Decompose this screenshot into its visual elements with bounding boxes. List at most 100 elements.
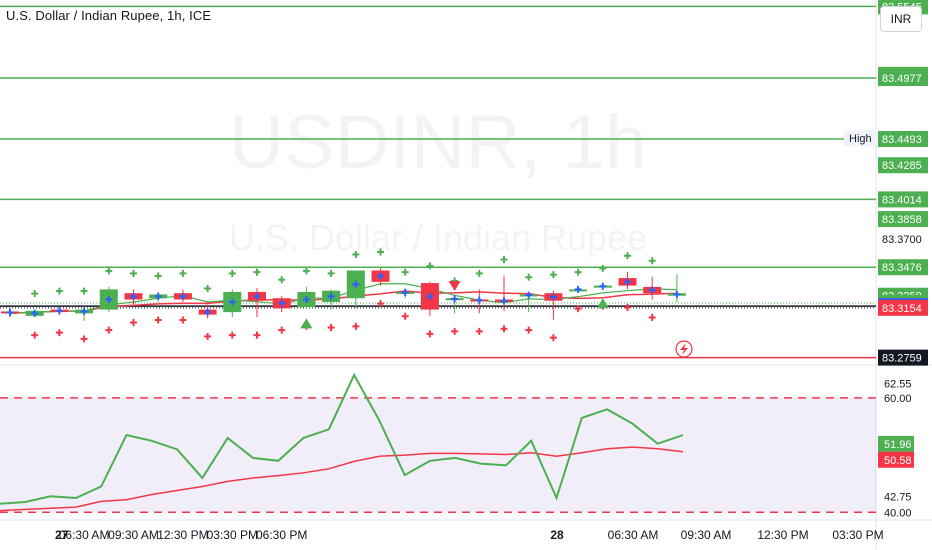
price-axis-label: 83.3154	[878, 299, 928, 316]
time-axis-label: 09:30 AM	[108, 528, 159, 542]
marker-up	[55, 287, 63, 295]
price-axis-label-text: 83.2759	[882, 353, 922, 365]
buy-signal-triangle	[300, 318, 313, 329]
marker-down	[228, 331, 236, 339]
marker-down	[80, 335, 88, 343]
marker-up	[80, 287, 88, 295]
rsi-axis-label-bg	[878, 451, 914, 468]
marker-down	[525, 326, 533, 334]
marker-up	[278, 276, 286, 284]
marker-up	[648, 257, 656, 265]
time-axis-label: 06:30 AM	[59, 528, 110, 542]
marker-up	[549, 271, 557, 279]
marker-mid	[451, 295, 459, 303]
price-axis-label: 83.4493	[878, 131, 928, 148]
price-axis-label: 83.3476	[878, 259, 928, 276]
time-axis-label: 12:30 PM	[157, 528, 208, 542]
price-ma2-line	[9, 283, 677, 314]
marker-down	[451, 327, 459, 335]
marker-up	[525, 273, 533, 281]
marker-mid	[549, 293, 557, 301]
marker-mid	[302, 295, 310, 303]
watermark-name: U.S. Dollar / Indian Rupee	[229, 217, 647, 258]
marker-mid	[154, 292, 162, 300]
marker-down	[31, 331, 39, 339]
rsi-line	[0, 372, 684, 505]
time-axis-label: 06:30 PM	[256, 528, 307, 542]
marker-mid	[31, 309, 39, 317]
marker-mid	[204, 308, 212, 316]
marker-mid	[624, 278, 631, 286]
price-axis-label-bg	[878, 191, 928, 208]
buy-signal-triangle	[596, 298, 609, 309]
price-axis-label-bg	[878, 211, 928, 228]
time-axis-label: 12:30 PM	[757, 528, 808, 542]
marker-down	[278, 326, 286, 334]
marker-up	[253, 268, 261, 276]
price-axis-label: 83.4285	[878, 157, 928, 174]
rsi-axis-label: 60.00	[884, 393, 912, 405]
price-axis-label-text: 83.4014	[882, 194, 922, 206]
rsi-axis-label: 50.58	[878, 451, 914, 468]
marker-up	[500, 256, 508, 264]
marker-down	[154, 316, 162, 324]
marker-down	[327, 324, 335, 332]
rsi-axis-label-text: 50.58	[884, 455, 912, 467]
marker-mid	[352, 280, 360, 288]
marker-mid	[179, 292, 187, 300]
price-axis-label: 83.4014	[878, 191, 928, 208]
rsi-axis-label: 40.00	[884, 507, 912, 519]
marker-mid	[525, 291, 533, 299]
marker-mid	[377, 272, 384, 280]
marker-down	[624, 303, 631, 311]
rsi-axis-label: 42.75	[884, 492, 912, 504]
price-axis-label-text: 83.4285	[882, 160, 922, 172]
marker-mid	[130, 292, 137, 300]
marker-down	[475, 327, 483, 335]
rsi-axis-label-text: 60.00	[884, 393, 912, 405]
marker-up	[105, 267, 113, 275]
marker-up	[31, 290, 39, 298]
marker-mid	[500, 297, 508, 305]
price-axis-label-text: 83.4493	[882, 134, 922, 146]
marker-mid	[426, 292, 434, 300]
high-tag-text: High	[849, 133, 872, 145]
marker-down	[352, 322, 360, 330]
marker-mid	[6, 308, 14, 316]
alert-lightning-icon	[675, 340, 693, 358]
marker-mid	[475, 296, 483, 304]
high-tag: High	[844, 130, 876, 147]
rsi-axis-label: 62.55	[884, 378, 912, 390]
time-axis-label: 06:30 AM	[608, 528, 659, 542]
rsi-axis-label-text: 51.96	[884, 439, 912, 451]
marker-down	[648, 313, 656, 321]
price-axis-label-text: 83.4977	[882, 73, 922, 85]
marker-mid	[105, 295, 113, 303]
marker-up	[204, 285, 212, 293]
marker-up	[302, 267, 310, 275]
marker-up	[377, 248, 384, 256]
currency-button[interactable]: INR	[880, 6, 922, 32]
high-tag-bg	[844, 130, 876, 147]
marker-up	[327, 269, 335, 277]
time-axis-label: 27	[55, 528, 69, 542]
price-axis-label-text: 83.3700	[882, 234, 922, 246]
marker-down	[179, 316, 187, 324]
rsi-axis-label-text: 62.55	[884, 378, 912, 390]
time-axis-label: 03:30 PM	[832, 528, 883, 542]
marker-up	[154, 272, 162, 280]
marker-down	[549, 334, 557, 342]
time-axis-label: 28	[550, 528, 564, 542]
watermark-ticker: USDINR, 1h	[229, 100, 647, 185]
price-axis-label: 83.4977	[878, 70, 928, 87]
price-axis-label-bg	[878, 70, 928, 87]
price-axis-label-text: 83.3476	[882, 262, 922, 274]
price-axis-label-bg	[878, 259, 928, 276]
marker-up	[179, 269, 187, 277]
price-axis-label: 83.3858	[878, 211, 928, 228]
alert-icon-bolt	[680, 343, 688, 355]
marker-up	[624, 252, 631, 260]
marker-down	[55, 329, 63, 337]
marker-down	[204, 332, 212, 340]
